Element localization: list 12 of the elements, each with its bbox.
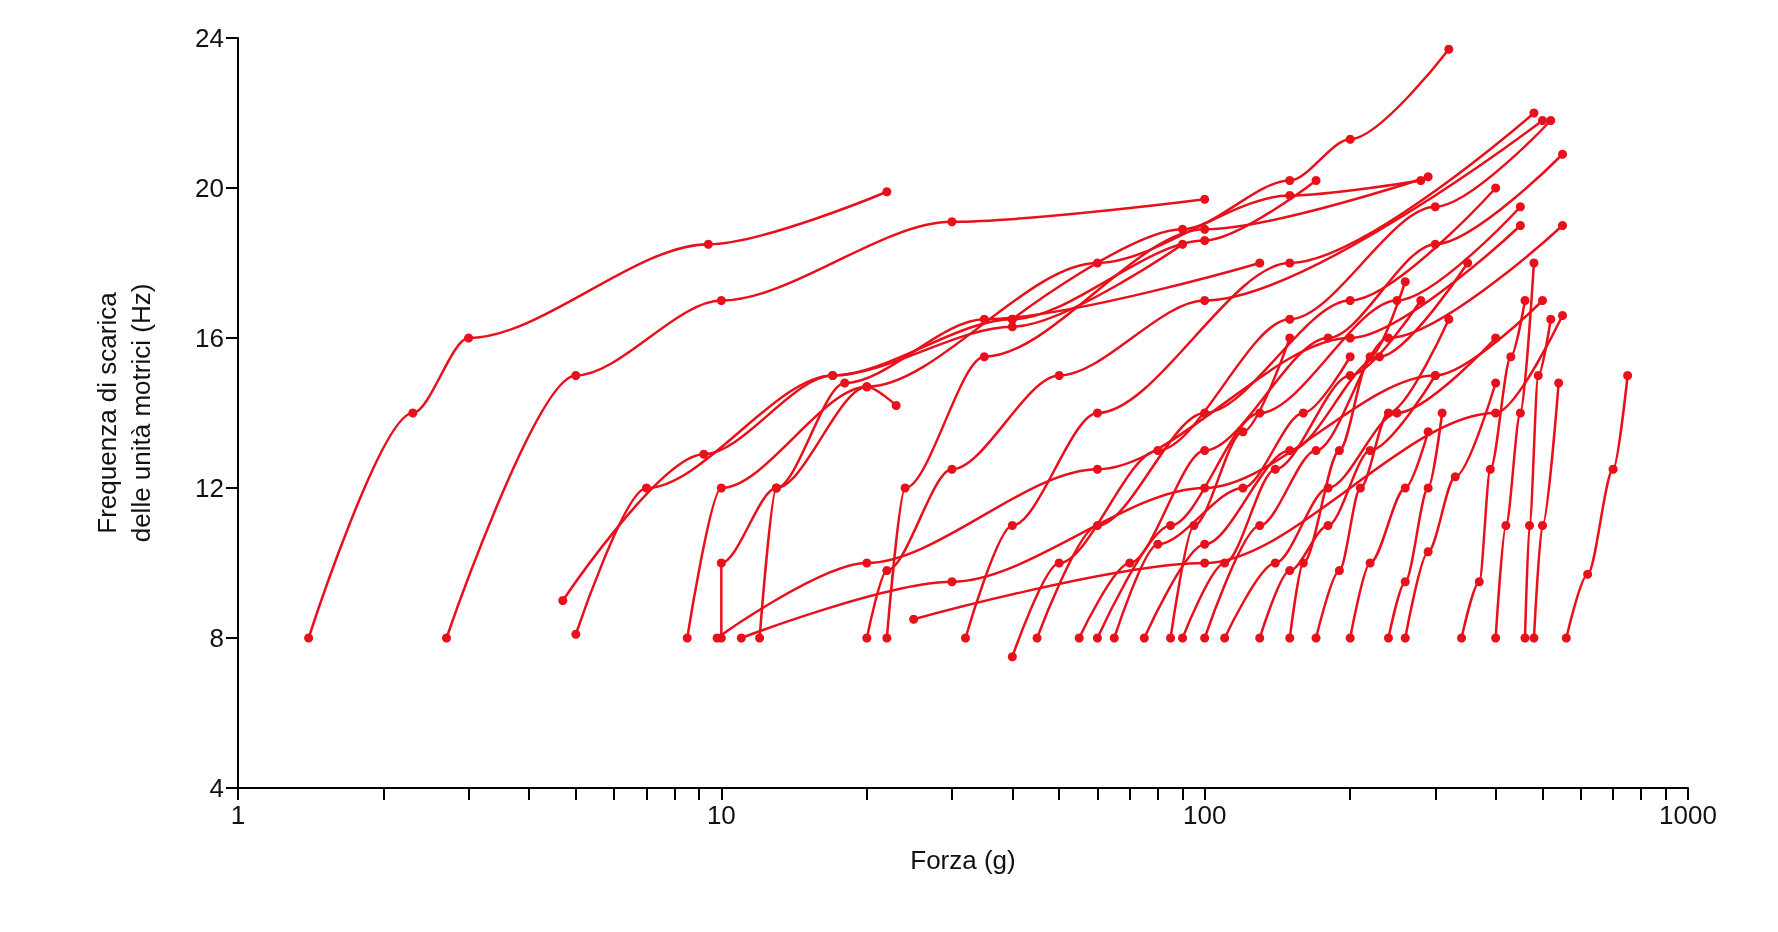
x-tick-label: 1000 (1659, 800, 1717, 830)
x-tick-label: 10 (706, 800, 736, 830)
y-tick-label: 8 (209, 623, 224, 653)
y-tick-label: 12 (195, 473, 224, 503)
y-tick-label: 20 (195, 173, 224, 203)
y-tick-label: 4 (209, 773, 224, 803)
y-tick-label: 16 (195, 323, 224, 353)
x-axis-title: Forza (g) (910, 845, 1016, 875)
x-tick-label: 100 (1182, 800, 1227, 830)
x-tick-label: 1 (230, 800, 246, 830)
y-tick-label: 24 (195, 23, 224, 53)
y-axis-title: Frequenza di scarica delle unità motrici (Hz) (92, 283, 156, 543)
